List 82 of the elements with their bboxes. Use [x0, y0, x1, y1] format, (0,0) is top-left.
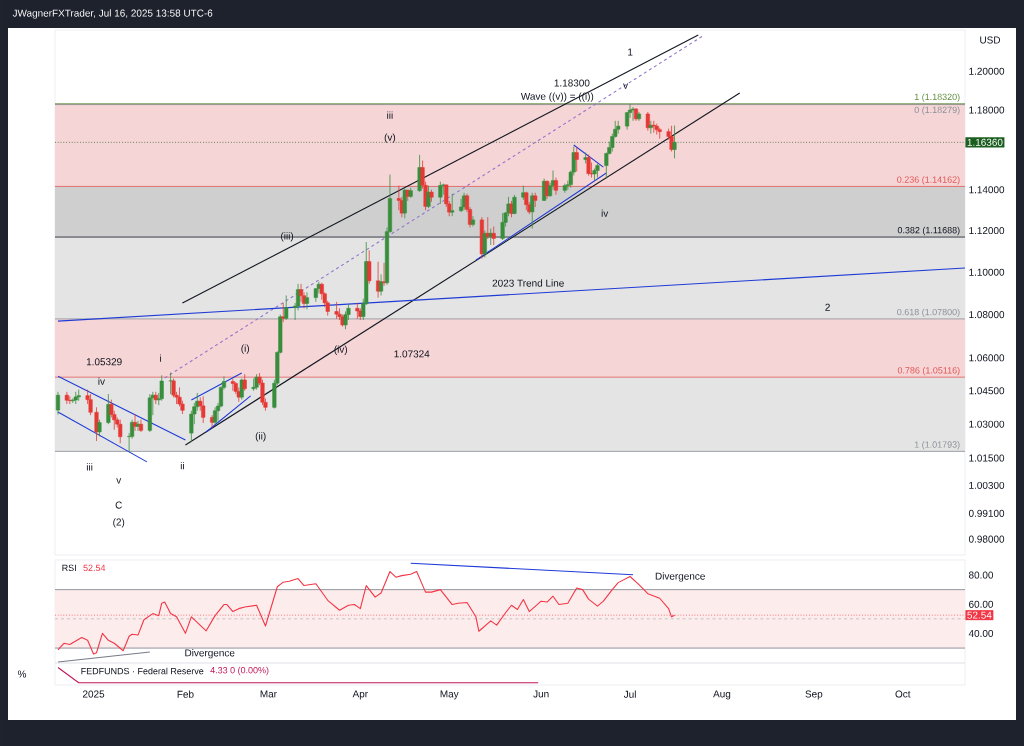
y-axis-title: USD: [980, 36, 1001, 44]
annotation: C: [115, 501, 122, 509]
y-tick-label: 1.14000: [969, 186, 1005, 194]
candlestick: [55, 391, 60, 415]
y-tick-label: 1.10000: [969, 268, 1005, 276]
x-tick-label: Jun: [533, 690, 549, 698]
y-axis-title: %: [17, 670, 27, 678]
annotation: v: [116, 478, 122, 484]
candlestick: [482, 230, 487, 258]
y-tick-label: 80.00: [968, 571, 994, 579]
ref-line-label: 0.382 (1.11688): [897, 226, 960, 236]
y-tick-label: 1.00300: [969, 481, 1005, 489]
candlestick: [382, 262, 387, 287]
x-tick-label: May: [440, 690, 459, 700]
candlestick: [281, 302, 286, 323]
y-tick-label: 1.06000: [969, 354, 1005, 362]
candlestick: [64, 391, 69, 405]
x-tick-label: Aug: [713, 690, 731, 700]
candlestick: [645, 111, 650, 132]
y-tick-label: 0.98000: [968, 535, 1005, 543]
candlestick: [367, 249, 372, 285]
y-tick-label: 0.99100: [968, 509, 1005, 517]
annotation: 2: [825, 303, 830, 311]
annotation: (iv): [334, 345, 348, 355]
ref-line-label: 0 (1.18279): [914, 106, 960, 115]
annotation: 52.54: [83, 564, 106, 572]
annotation: (v): [384, 133, 396, 143]
annotation: iv: [98, 377, 105, 385]
candlestick: [574, 147, 579, 172]
annotation: 1.18300: [554, 79, 590, 87]
y-tick-label: 1.18000: [969, 106, 1005, 114]
annotation: v: [623, 83, 629, 89]
annotation: 1.05329: [86, 358, 122, 366]
annotation: iii: [86, 463, 93, 471]
chart-title: FEDFUNDS · Federal Reserve: [81, 667, 204, 675]
x-tick-label: Oct: [895, 690, 911, 698]
y-tick-label: 1.01500: [969, 454, 1005, 462]
annotation: (i): [241, 344, 250, 354]
ref-line-label: 52.54: [967, 611, 992, 619]
x-tick-label: Feb: [177, 690, 194, 698]
annotation: 1: [628, 48, 633, 56]
annotation: ii: [180, 462, 184, 470]
ref-line-label: 0.786 (1.05116): [897, 366, 960, 376]
annotation: (iii): [281, 232, 294, 242]
annotation: (ii): [255, 432, 266, 442]
y-tick-label: 1.20000: [969, 67, 1005, 75]
annotation: iv: [601, 209, 609, 217]
annotation: Divergence: [185, 649, 235, 659]
text: JWagnerFXTrader, Jul 16, 2025 13:58 UTC-6: [12, 9, 213, 19]
candlestick: [159, 374, 164, 402]
y-tick-label: 1.12000: [969, 227, 1005, 235]
ref-line-label: 0.236 (1.14162): [897, 176, 960, 185]
x-tick-label: Jul: [623, 690, 636, 698]
annotation: Divergence: [655, 572, 705, 582]
x-tick-label: 2025: [82, 690, 105, 698]
ref-line-label: 1 (1.01793): [914, 441, 960, 450]
y-tick-label: 40.00: [968, 629, 994, 637]
candlestick: [470, 215, 475, 227]
ref-line-label: 1.16360: [967, 138, 1003, 146]
ref-line-label: 1 (1.18320): [914, 93, 960, 102]
y-tick-label: 1.03000: [969, 420, 1005, 428]
candlestick: [230, 378, 235, 392]
annotation: iii: [387, 111, 393, 119]
y-tick-label: 1.04500: [969, 387, 1005, 395]
annotation: 1.07324: [394, 350, 430, 358]
candlestick: [251, 378, 256, 392]
candlestick: [379, 273, 384, 296]
annotation: (2): [113, 518, 125, 528]
annotation: Wave ((v)) = ((i)): [520, 92, 594, 102]
annotation: 2023 Trend Line: [492, 279, 564, 287]
candlestick: [168, 372, 173, 395]
x-tick-label: Apr: [352, 690, 368, 700]
candlestick: [438, 181, 443, 205]
x-tick-label: Mar: [260, 690, 277, 698]
candlestick: [491, 226, 496, 246]
y-tick-label: 1.08000: [969, 311, 1005, 319]
annotation: 4.33 0 (0.00%): [210, 666, 269, 676]
annotation: i: [160, 354, 162, 362]
ref-line-label: 0.618 (1.07800): [897, 308, 960, 318]
y-tick-label: 60.00: [969, 600, 994, 608]
x-tick-label: Sep: [805, 690, 823, 700]
chart-title: RSI: [62, 564, 76, 572]
